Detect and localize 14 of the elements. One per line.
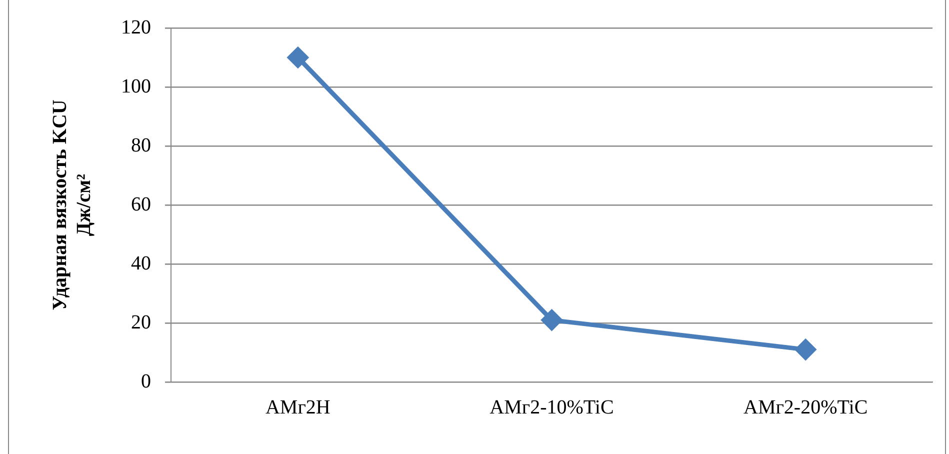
point: [288, 47, 308, 68]
x-tick-label: АМг2Н: [265, 396, 330, 418]
y-tick-label: 0: [141, 370, 151, 392]
y-tick-label: 40: [131, 252, 151, 274]
point: [542, 310, 562, 330]
y-tick-label: 60: [131, 193, 151, 216]
x-tick-label: АМг2-10%TiC: [490, 396, 614, 418]
y-tick-label: 100: [121, 75, 151, 98]
y-axis-title: Ударная вязкость KCU Дж/см²: [49, 100, 96, 310]
x-tick-label: АМг2-20%TiC: [743, 396, 868, 418]
y-tick-label: 80: [131, 134, 151, 156]
y-tick-label: 120: [121, 16, 151, 38]
y-tick-label: 20: [131, 311, 151, 334]
point: [795, 339, 816, 360]
